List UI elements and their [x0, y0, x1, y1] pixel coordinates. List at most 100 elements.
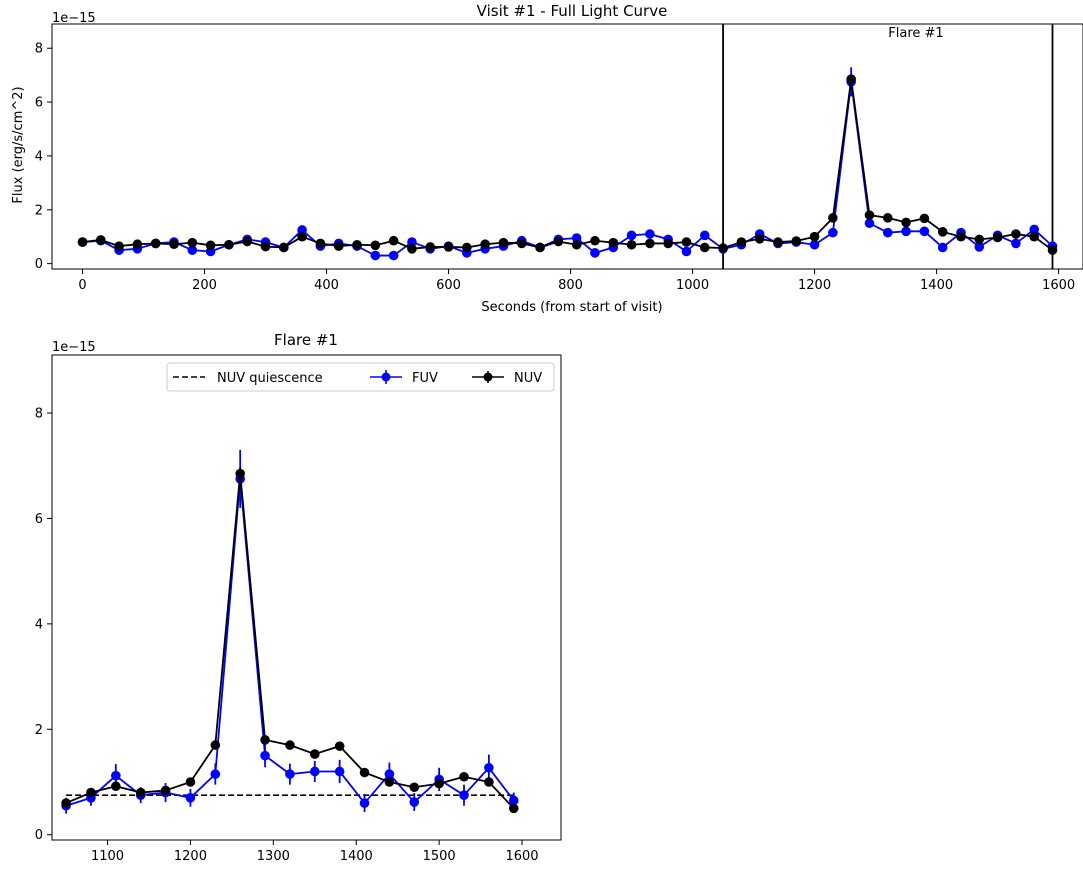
- chart2-nuv-point: [508, 803, 519, 814]
- chart2-fuv-line: [65, 477, 515, 807]
- chart1-nuv-point: [626, 239, 637, 250]
- chart1-fuv-point: [882, 227, 893, 238]
- chart1-x-tick-label: 1600: [1042, 278, 1075, 293]
- chart1-nuv-point: [699, 242, 710, 253]
- chart1-nuv-point: [809, 231, 820, 242]
- chart1-fuv-point: [626, 230, 637, 241]
- legend-label-fuv: FUV: [412, 371, 438, 386]
- chart1-nuv-point: [462, 242, 472, 253]
- legend-box: [166, 362, 555, 392]
- chart1-y-tick-label: 8: [35, 42, 43, 57]
- chart1-nuv-point: [608, 237, 619, 248]
- chart2-nuv-point: [409, 782, 420, 793]
- chart2-nuv-point: [309, 749, 320, 759]
- chart1-nuv-point: [645, 238, 655, 249]
- chart2-series-fuv: [61, 449, 519, 814]
- chart1-y-tick-label: 6: [35, 96, 43, 111]
- chart1-nuv-point: [498, 237, 509, 248]
- chart1-plot-frame: [51, 23, 1083, 270]
- chart1-series-nuv: [77, 74, 1058, 255]
- chart2-nuv-point: [484, 777, 494, 787]
- chart1-nuv-point: [260, 241, 271, 252]
- chart1-nuv-point: [224, 239, 234, 250]
- chart1-nuv-point: [663, 238, 673, 249]
- chart1-title: Visit #1 - Full Light Curve: [477, 2, 668, 20]
- chart1-nuv-point: [901, 217, 911, 228]
- chart2-plot-frame: [51, 354, 562, 841]
- chart1-nuv-point: [571, 239, 582, 250]
- chart1-nuv-point: [352, 239, 362, 250]
- chart1-nuv-point: [425, 242, 436, 252]
- chart1-x-tick-label: 400: [314, 278, 339, 293]
- chart2-x-tick-label: 1200: [174, 849, 207, 864]
- chart1-nuv-point: [992, 232, 1003, 243]
- chart2-fuv-point: [285, 769, 295, 779]
- chart2-nuv-point: [285, 740, 295, 750]
- chart2-fuv-point: [459, 790, 469, 800]
- chart2-nuv-point: [61, 798, 71, 808]
- chart2-fuv-point: [508, 795, 519, 806]
- chart2-title: Flare #1: [274, 331, 338, 349]
- chart2-y-multiplier: 1e−15: [52, 340, 96, 355]
- chart2-fuv-point: [384, 769, 395, 779]
- chart1-nuv-point: [132, 239, 143, 250]
- chart1-nuv-point: [828, 213, 838, 223]
- chart1-nuv-point: [169, 239, 179, 250]
- chart2-fuv-point: [359, 798, 370, 808]
- chart1-nuv-point: [590, 235, 600, 246]
- chart2-nuv-point: [260, 735, 270, 745]
- chart1-nuv-point: [187, 237, 198, 248]
- chart2-nuv-point: [210, 740, 221, 750]
- chart2-nuv-line: [65, 472, 515, 809]
- chart1-fuv-point: [187, 245, 198, 255]
- chart2-y-tick-label: 8: [35, 406, 43, 421]
- chart1-fuv-point: [901, 226, 911, 237]
- chart1-fuv-point: [645, 229, 655, 239]
- full-light-curve-chart: Visit #1 - Full Light Curve 1e−15 Flux (…: [11, 2, 1083, 315]
- chart1-fuv-point: [1011, 238, 1021, 249]
- chart1-nuv-point: [535, 242, 545, 253]
- chart2-nuv-point: [160, 785, 171, 796]
- chart2-fuv-point: [409, 797, 420, 807]
- chart2-nuv-point: [359, 767, 370, 778]
- chart2-fuv-point: [210, 769, 221, 779]
- chart1-nuv-point: [370, 240, 381, 251]
- chart1-y-tick-label: 0: [35, 257, 43, 272]
- chart2-nuv-point: [459, 771, 469, 782]
- legend: NUV quiescence FUV NUV: [166, 362, 555, 392]
- chart1-nuv-point: [974, 234, 985, 245]
- chart1-fuv-point: [407, 237, 417, 247]
- chart2-nuv-point: [384, 777, 395, 787]
- chart1-nuv-point: [407, 244, 417, 254]
- chart1-nuv-point: [443, 242, 454, 252]
- chart1-x-tick-label: 200: [192, 278, 217, 293]
- chart2-x-tick-label: 1400: [340, 849, 373, 864]
- chart1-x-tick-label: 1200: [798, 278, 831, 293]
- chart1-fuv-point: [974, 242, 985, 252]
- chart1-nuv-point: [846, 74, 856, 84]
- chart1-nuv-point: [242, 236, 253, 247]
- chart1-nuv-point: [1011, 229, 1021, 239]
- chart2-fuv-point: [309, 766, 320, 777]
- chart1-nuv-point: [77, 237, 88, 247]
- legend-nuv-swatch-marker: [483, 372, 493, 382]
- chart2-fuv-point: [334, 766, 345, 777]
- chart1-nuv-point: [480, 239, 490, 250]
- chart2-x-tick-label: 1100: [91, 849, 124, 864]
- chart1-nuv-point: [279, 242, 289, 253]
- chart2-y-tick-label: 0: [35, 828, 43, 843]
- chart1-nuv-point: [937, 227, 948, 237]
- chart1-nuv-point: [754, 234, 765, 244]
- chart1-nuv-point: [1029, 231, 1039, 242]
- chart2-fuv-point: [260, 750, 270, 761]
- chart2-nuv-point: [434, 778, 444, 789]
- chart2-x-tick-label: 1500: [423, 849, 456, 864]
- chart2-fuv-point: [185, 793, 196, 803]
- chart1-x-tick-label: 0: [78, 278, 86, 293]
- chart1-fuv-point: [828, 227, 838, 238]
- chart1-nuv-point: [681, 237, 692, 247]
- chart1-fuv-point: [864, 218, 875, 229]
- chart1-nuv-point: [205, 240, 216, 251]
- chart1-x-tick-label: 1400: [920, 278, 953, 293]
- chart2-nuv-point: [86, 787, 96, 798]
